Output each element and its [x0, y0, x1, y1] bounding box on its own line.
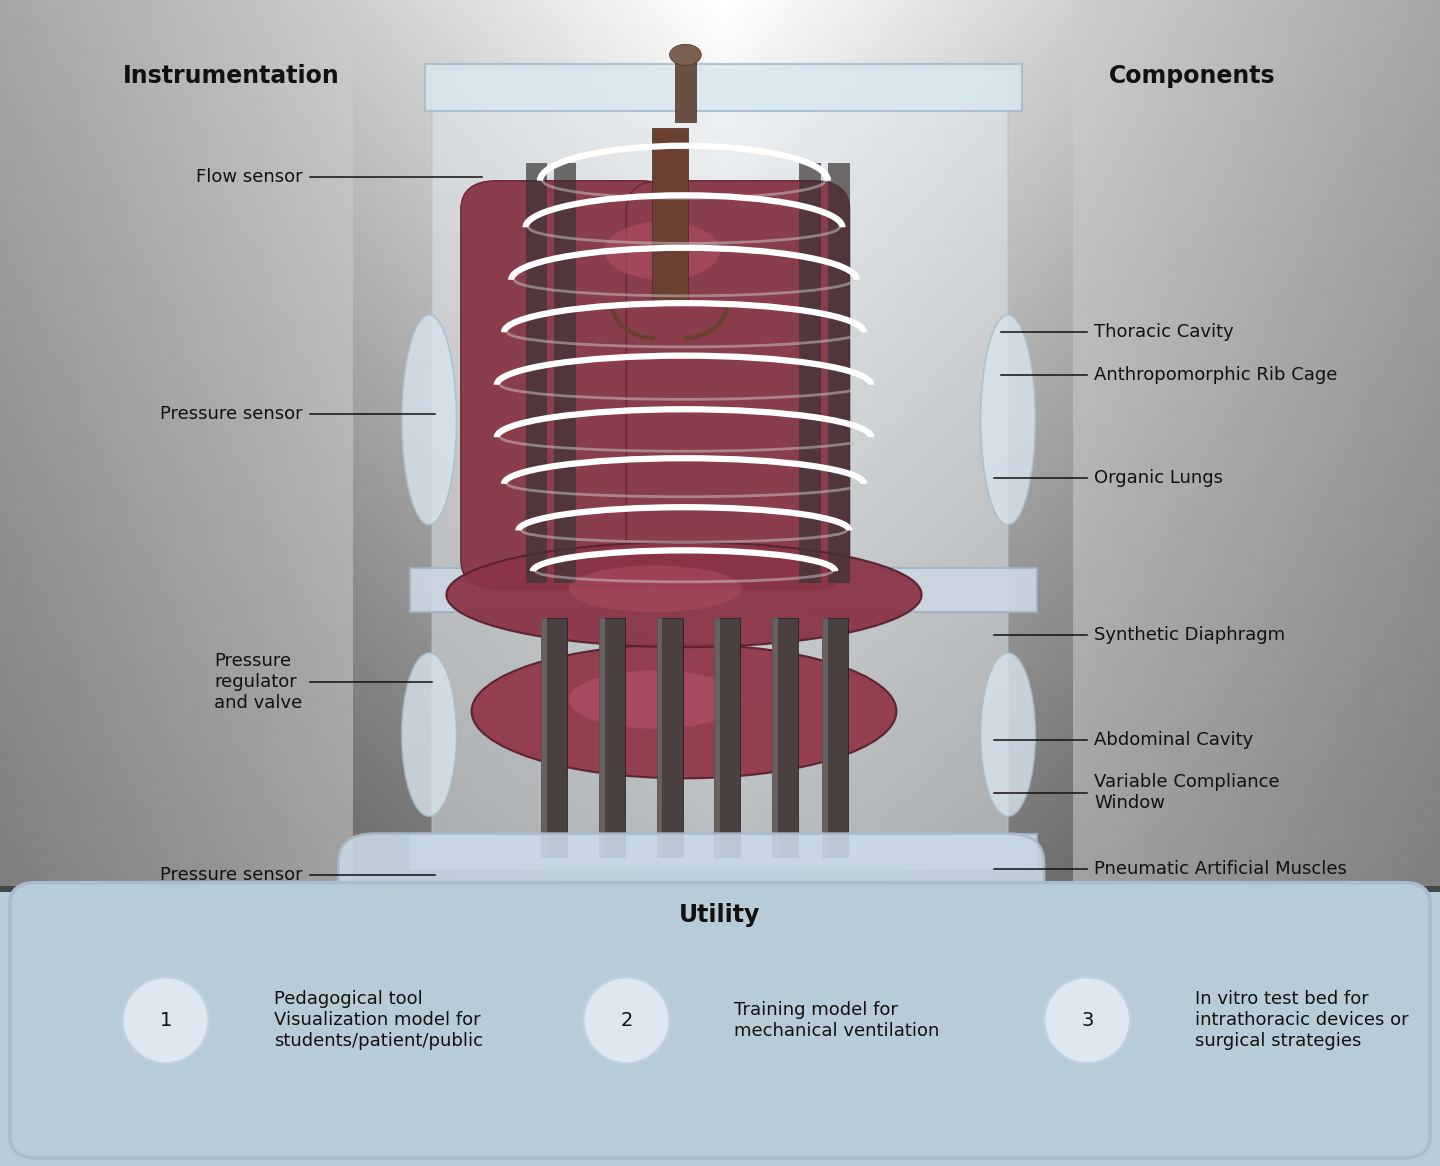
Ellipse shape [472, 644, 896, 779]
Text: Pneumatic Artificial Muscles: Pneumatic Artificial Muscles [1094, 859, 1348, 878]
Text: Training model for
mechanical ventilation: Training model for mechanical ventilatio… [734, 1000, 940, 1040]
Bar [652, 128, 688, 303]
Bar [828, 163, 850, 583]
Bar [772, 618, 778, 857]
Text: Thoracic Cavity: Thoracic Cavity [1094, 323, 1234, 342]
FancyBboxPatch shape [432, 70, 1008, 863]
FancyBboxPatch shape [425, 64, 1022, 111]
Text: Organic Lungs: Organic Lungs [1094, 469, 1224, 487]
Ellipse shape [583, 977, 670, 1063]
Text: Instrumentation: Instrumentation [122, 64, 340, 87]
Text: Pressure sensor: Pressure sensor [160, 865, 302, 884]
Text: Flow sensor: Flow sensor [196, 168, 302, 187]
Text: Abdominal Cavity: Abdominal Cavity [1094, 731, 1254, 750]
Ellipse shape [569, 566, 742, 612]
Text: Pressure
regulator
and valve: Pressure regulator and valve [215, 652, 302, 712]
Bar [541, 618, 567, 857]
Bar [675, 58, 696, 122]
Text: In vitro test bed for
intrathoracic devices or
surgical strategies: In vitro test bed for intrathoracic devi… [1195, 990, 1408, 1051]
Bar [714, 618, 740, 857]
Bar [599, 618, 625, 857]
Text: Pedagogical tool
Visualization model for
students/patient/public: Pedagogical tool Visualization model for… [274, 990, 482, 1051]
FancyBboxPatch shape [410, 568, 1037, 612]
Text: 2: 2 [621, 1011, 632, 1030]
Bar [541, 618, 547, 857]
Text: 1: 1 [160, 1011, 171, 1030]
Ellipse shape [402, 653, 456, 816]
Bar [822, 618, 828, 857]
FancyBboxPatch shape [10, 883, 1430, 1158]
FancyBboxPatch shape [338, 834, 1044, 962]
Ellipse shape [981, 315, 1035, 525]
FancyBboxPatch shape [626, 181, 850, 589]
Text: Components: Components [1109, 64, 1276, 87]
Ellipse shape [605, 222, 720, 280]
Ellipse shape [122, 977, 209, 1063]
Bar [0, 892, 1440, 1166]
Text: Utility: Utility [680, 904, 760, 927]
Bar [822, 618, 848, 857]
Text: Variable Compliance
Window: Variable Compliance Window [1094, 773, 1280, 813]
Bar [554, 163, 576, 583]
Bar [599, 618, 605, 857]
Text: Pressure sensor: Pressure sensor [160, 405, 302, 423]
FancyBboxPatch shape [410, 834, 1037, 869]
Bar [772, 618, 798, 857]
Bar [657, 618, 683, 857]
Ellipse shape [446, 542, 922, 647]
Ellipse shape [569, 670, 742, 729]
Ellipse shape [402, 315, 456, 525]
Bar [657, 618, 662, 857]
Ellipse shape [981, 653, 1035, 816]
Text: Anthropomorphic Rib Cage: Anthropomorphic Rib Cage [1094, 366, 1338, 385]
FancyBboxPatch shape [461, 181, 677, 589]
Text: Synthetic Diaphragm: Synthetic Diaphragm [1094, 626, 1286, 645]
Bar [799, 163, 821, 583]
Ellipse shape [1044, 977, 1130, 1063]
Text: 3: 3 [1081, 1011, 1093, 1030]
Bar [526, 163, 547, 583]
Ellipse shape [670, 44, 701, 65]
Bar [714, 618, 720, 857]
